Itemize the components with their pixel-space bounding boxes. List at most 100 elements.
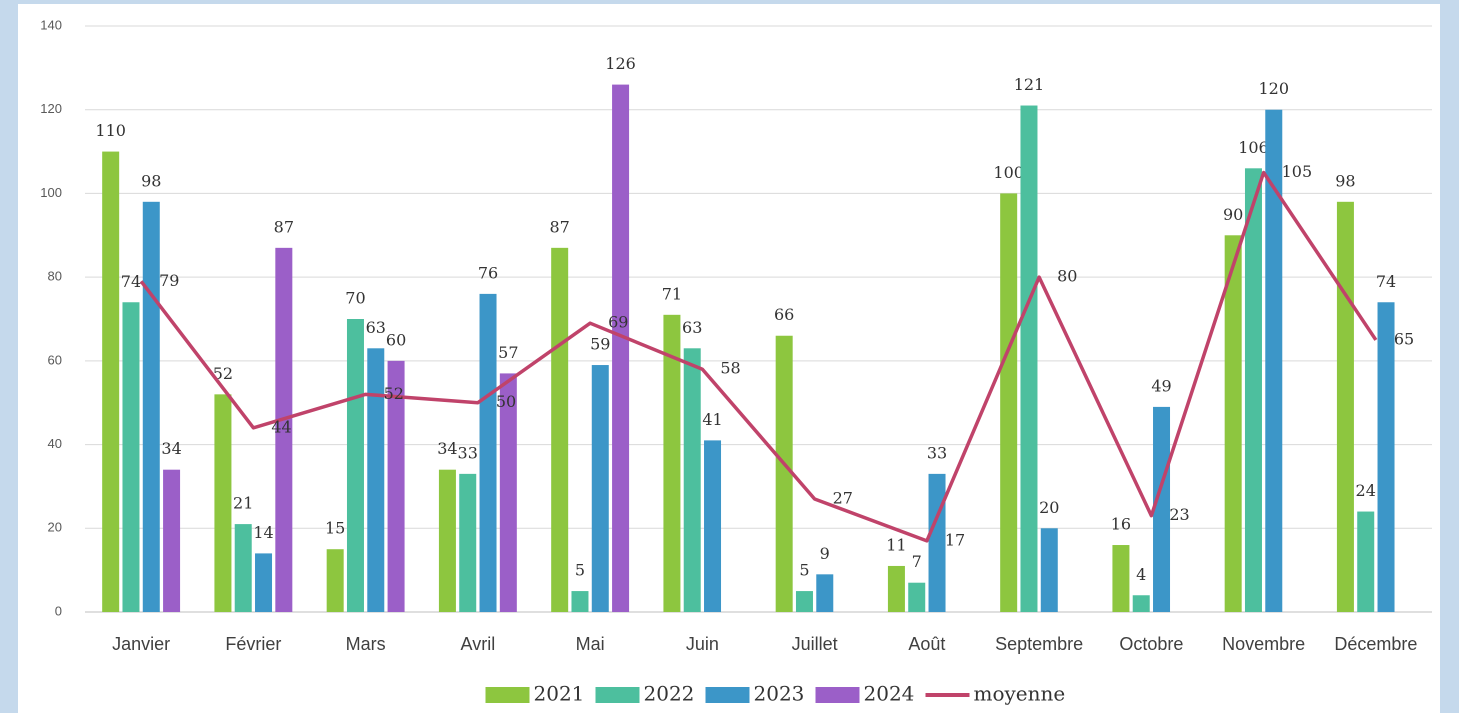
data-label: 16: [1111, 515, 1131, 534]
data-label: 105: [1282, 162, 1313, 181]
bar: [612, 85, 629, 612]
data-label: 5: [799, 561, 809, 580]
data-label: 87: [274, 217, 294, 236]
data-label: 98: [1335, 171, 1355, 190]
data-label: 49: [1151, 376, 1171, 395]
data-label: 121: [1014, 75, 1045, 94]
bar: [327, 549, 344, 612]
data-label: 80: [1057, 267, 1077, 286]
x-tick-label: Décembre: [1334, 634, 1417, 654]
data-label: 63: [682, 318, 702, 337]
x-tick-label: Mars: [346, 634, 386, 654]
bar: [592, 365, 609, 612]
data-label: 7: [912, 552, 922, 571]
x-tick-label: Octobre: [1119, 634, 1183, 654]
y-tick-label: 140: [40, 17, 62, 32]
data-label: 4: [1136, 565, 1146, 584]
bar: [1337, 202, 1354, 612]
bar: [459, 474, 476, 612]
data-label: 74: [1376, 272, 1396, 291]
bar: [347, 319, 364, 612]
data-label: 17: [945, 530, 965, 549]
y-tick-label: 40: [48, 436, 62, 451]
data-label: 71: [662, 284, 682, 303]
data-label: 41: [702, 410, 722, 429]
data-label: 110: [95, 121, 126, 140]
x-tick-label: Janvier: [112, 634, 170, 654]
data-label: 90: [1223, 205, 1243, 224]
y-tick-label: 20: [48, 520, 62, 535]
data-label: 33: [927, 443, 947, 462]
y-tick-label: 0: [55, 603, 62, 618]
legend-swatch: [706, 687, 750, 703]
x-tick-label: Novembre: [1222, 634, 1305, 654]
page: 0 20 40 60 80 100 120 140 Janvier Février Mars Avri…: [0, 0, 1459, 713]
data-label: 120: [1259, 79, 1290, 98]
data-label: 98: [141, 171, 161, 190]
data-label: 60: [386, 330, 406, 349]
bar: [235, 524, 252, 612]
data-label: 44: [271, 417, 291, 436]
bar: [816, 574, 833, 612]
data-label: 106: [1238, 138, 1269, 157]
bar: [122, 302, 139, 612]
bar: [888, 566, 905, 612]
data-label: 50: [496, 392, 516, 411]
x-tick-label: Juillet: [792, 634, 838, 654]
data-label: 15: [325, 519, 345, 538]
data-label: 74: [121, 272, 141, 291]
data-label: 23: [1169, 505, 1189, 524]
data-label: 34: [437, 439, 457, 458]
bar: [143, 202, 160, 612]
x-tick-label: Septembre: [995, 634, 1083, 654]
y-tick-label: 120: [40, 101, 62, 116]
legend-label: moyenne: [974, 682, 1066, 706]
bar: [1112, 545, 1129, 612]
data-label: 59: [590, 335, 610, 354]
x-tick-label: Mai: [576, 634, 605, 654]
bar: [1041, 528, 1058, 612]
data-label: 33: [458, 443, 478, 462]
data-label: 76: [478, 263, 498, 282]
legend-label: 2024: [864, 682, 915, 706]
legend-label: 2022: [644, 682, 695, 706]
bar: [1133, 595, 1150, 612]
data-label: 27: [833, 488, 853, 507]
data-label: 70: [345, 289, 365, 308]
bar: [1000, 193, 1017, 612]
data-label: 14: [253, 523, 273, 542]
x-tick-label: Avril: [461, 634, 496, 654]
legend-swatch: [596, 687, 640, 703]
data-label: 63: [366, 318, 386, 337]
x-tick-label: Février: [225, 634, 281, 654]
data-label: 126: [605, 54, 636, 73]
legend-label: 2021: [534, 682, 585, 706]
data-label: 65: [1394, 329, 1414, 348]
bar: [796, 591, 813, 612]
bar: [776, 336, 793, 612]
data-label: 34: [161, 439, 181, 458]
bar: [439, 470, 456, 612]
bar: [214, 394, 231, 612]
bar: [102, 152, 119, 612]
data-label: 66: [774, 305, 794, 324]
data-label: 69: [608, 313, 628, 332]
data-label: 9: [820, 544, 830, 563]
bar: [1225, 235, 1242, 612]
bar: [929, 474, 946, 612]
data-label: 57: [498, 343, 518, 362]
y-tick-label: 80: [48, 269, 62, 284]
chart: 0 20 40 60 80 100 120 140 Janvier Février Mars Avri…: [0, 0, 1459, 713]
bar: [684, 348, 701, 612]
y-tick-label: 100: [40, 185, 62, 200]
bar: [1245, 168, 1262, 612]
legend-swatch: [486, 687, 530, 703]
y-tick-label: 60: [48, 352, 62, 367]
bar: [367, 348, 384, 612]
bar: [571, 591, 588, 612]
x-tick-label: Juin: [686, 634, 719, 654]
x-tick-label: Août: [908, 634, 945, 654]
legend-swatch: [816, 687, 860, 703]
bar: [1020, 106, 1037, 612]
data-label: 52: [384, 384, 404, 403]
